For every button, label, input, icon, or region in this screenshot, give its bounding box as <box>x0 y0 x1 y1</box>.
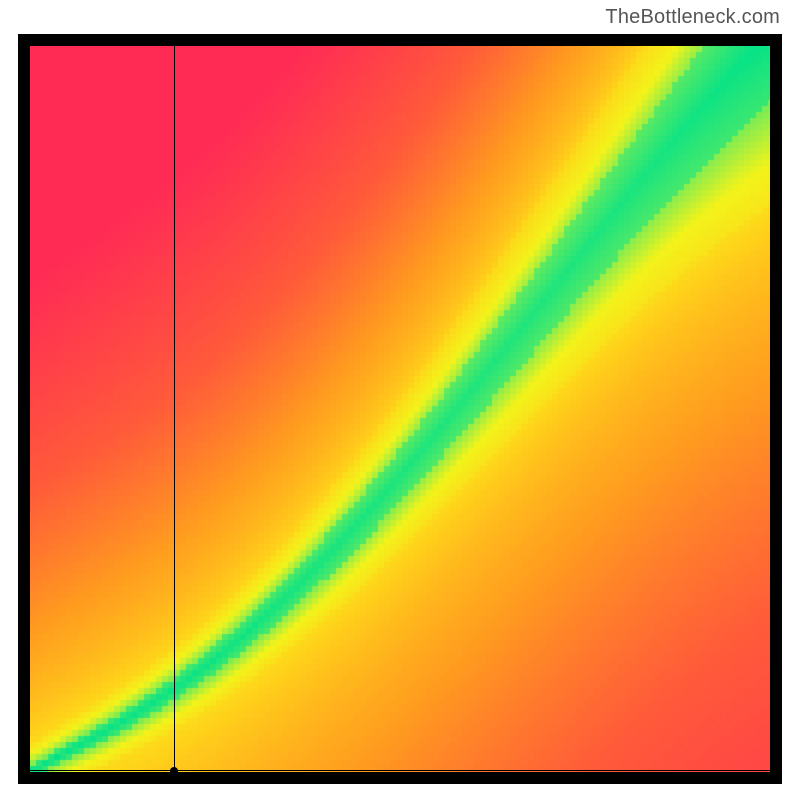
bottleneck-heatmap <box>30 46 770 772</box>
crosshair-vertical-line <box>174 46 175 772</box>
crosshair-horizontal-line <box>30 770 770 771</box>
crosshair-marker-dot <box>170 767 178 775</box>
attribution-label: TheBottleneck.com <box>605 6 780 29</box>
root: TheBottleneck.com <box>0 0 800 800</box>
